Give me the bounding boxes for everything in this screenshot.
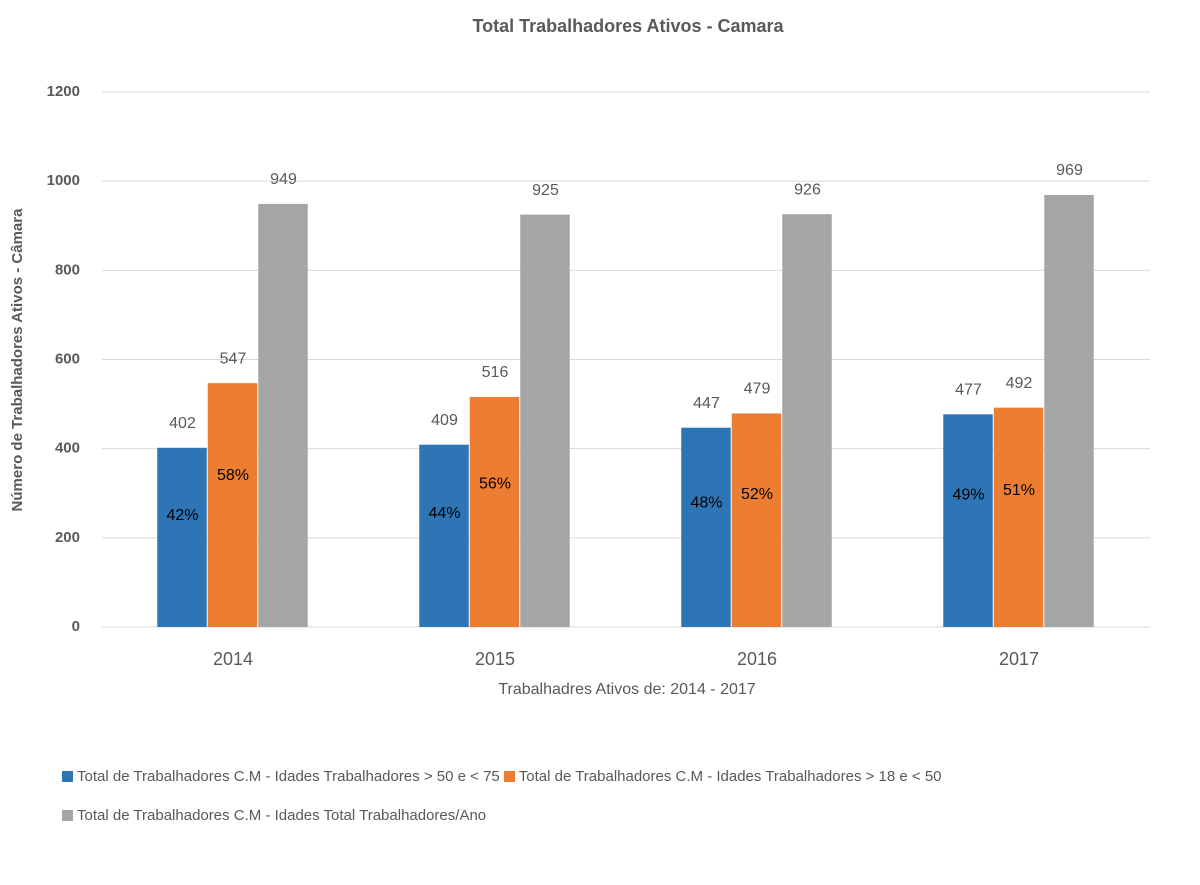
bar: [157, 447, 207, 627]
y-tick-label: 1200: [47, 83, 80, 100]
share-label: 48%: [690, 495, 722, 512]
y-tick-label: 400: [55, 440, 80, 457]
x-tick-label: 2015: [475, 649, 515, 669]
share-label: 51%: [1003, 482, 1035, 499]
x-tick-label: 2014: [213, 649, 253, 669]
x-tick-label: 2017: [999, 649, 1039, 669]
legend: Total de Trabalhadores C.M - Idades Trab…: [62, 768, 1192, 824]
bar: [993, 407, 1044, 627]
bar: [469, 396, 520, 627]
bar: [1044, 194, 1094, 628]
legend-item: Total de Trabalhadores C.M - Idades Trab…: [503, 768, 942, 785]
legend-label: Total de Trabalhadores C.M - Idades Trab…: [518, 768, 942, 785]
y-tick-label: 600: [55, 350, 80, 367]
chart-title: Total Trabalhadores Ativos - Camara: [472, 16, 784, 36]
share-label: 49%: [952, 486, 984, 503]
legend-swatch: [62, 810, 73, 821]
value-label: 402: [169, 415, 196, 432]
bar: [419, 444, 469, 627]
value-label: 969: [1056, 162, 1083, 179]
bar: [207, 383, 258, 627]
x-tick-label: 2016: [737, 649, 777, 669]
legend-swatch: [503, 771, 515, 782]
bar: [681, 427, 731, 627]
value-label: 516: [482, 364, 509, 381]
y-tick-label: 1000: [47, 172, 80, 189]
value-label: 447: [693, 395, 720, 412]
value-label: 492: [1006, 375, 1033, 392]
value-label: 409: [431, 412, 458, 429]
value-label: 926: [794, 181, 821, 198]
value-label: 547: [220, 350, 247, 367]
value-label: 949: [270, 171, 297, 188]
share-label: 58%: [217, 467, 249, 484]
legend-item: Total de Trabalhadores C.M - Idades Trab…: [62, 768, 500, 785]
y-axis-label: Número de Trabalhadores Ativos - Câmara: [9, 208, 26, 512]
legend-label: Total de Trabalhadores C.M - Idades Trab…: [77, 768, 500, 785]
y-tick-label: 200: [55, 529, 80, 546]
bar: [943, 414, 993, 627]
share-label: 56%: [479, 476, 511, 493]
bar: [520, 214, 570, 627]
bar: [731, 413, 782, 627]
share-label: 52%: [741, 486, 773, 503]
value-label: 479: [744, 381, 771, 398]
value-label: 925: [532, 182, 559, 199]
legend-item: Total de Trabalhadores C.M - Idades Tota…: [62, 807, 486, 824]
x-axis-label: Trabalhadres Ativos de: 2014 - 2017: [498, 681, 755, 698]
y-tick-label: 0: [72, 618, 80, 635]
bar: [258, 203, 308, 627]
y-tick-label: 800: [55, 261, 80, 278]
share-label: 42%: [166, 507, 198, 524]
legend-label: Total de Trabalhadores C.M - Idades Tota…: [77, 807, 487, 824]
value-label: 477: [955, 382, 982, 399]
share-label: 44%: [428, 505, 460, 522]
legend-swatch: [62, 771, 73, 782]
bar: [782, 214, 832, 628]
